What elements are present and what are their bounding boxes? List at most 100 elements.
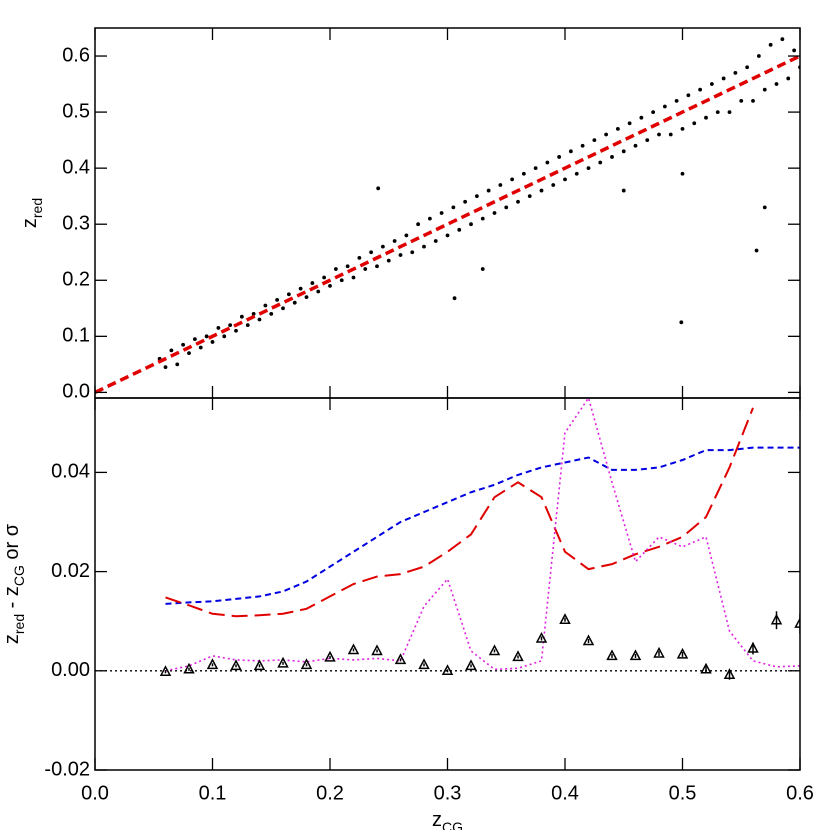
scatter-point — [222, 334, 227, 339]
y-tick-label: 0.3 — [62, 212, 90, 234]
y-axis-label-part: z — [1, 634, 23, 644]
scatter-point — [357, 255, 362, 260]
scatter-point — [427, 216, 432, 221]
scatter-point — [551, 183, 556, 187]
scatter-point — [452, 296, 457, 301]
scatter-point — [510, 177, 515, 182]
scatter-point — [245, 323, 250, 328]
scatter-point — [539, 188, 544, 193]
series-line — [165, 407, 754, 618]
scatter-point — [451, 205, 456, 210]
scatter-point — [228, 323, 233, 328]
triangle-marker — [582, 634, 595, 646]
scatter-point — [269, 312, 274, 316]
triangle-marker — [676, 647, 689, 659]
x-tick-label: 0.5 — [669, 782, 697, 804]
triangle-marker — [371, 644, 383, 656]
scatter-point — [281, 306, 285, 311]
y-tick-label: 0.1 — [62, 325, 90, 347]
scatter-point — [375, 264, 379, 269]
scatter-point — [422, 244, 426, 249]
scatter-point — [739, 98, 744, 103]
scatter-point — [498, 183, 503, 187]
scatter-point — [463, 199, 468, 204]
scatter-point — [380, 244, 385, 249]
scatter-point — [286, 292, 291, 297]
scatter-point — [351, 275, 356, 280]
scatter-point — [686, 93, 691, 98]
y-tick-label: 0.02 — [51, 560, 90, 582]
scatter-point — [504, 205, 509, 210]
y-axis-label-part: - z — [1, 586, 23, 614]
scatter-point — [604, 132, 609, 137]
triangle-marker — [747, 641, 759, 653]
y-tick-label: 0.4 — [62, 156, 90, 178]
scatter-point — [298, 286, 303, 291]
scatter-point — [645, 138, 650, 143]
scatter-point — [410, 250, 415, 255]
plot-area — [95, 398, 800, 680]
scatter-point — [386, 258, 391, 263]
triangle-marker — [559, 613, 571, 624]
scatter-point — [163, 365, 168, 370]
scatter-point — [239, 314, 244, 319]
scatter-point — [457, 227, 462, 232]
scatter-point — [527, 194, 532, 199]
scatter-point — [786, 76, 791, 81]
scatter-point — [216, 326, 221, 330]
scatter-point — [263, 303, 268, 308]
triangle-marker — [206, 658, 219, 670]
triangle-marker — [794, 617, 800, 628]
triangle-marker — [300, 658, 313, 670]
scatter-point — [679, 320, 684, 325]
scatter-point — [257, 317, 262, 322]
x-axis-label-part: CG — [442, 819, 463, 830]
x-axis-label-part: z — [432, 809, 442, 830]
triangle-marker — [653, 646, 665, 658]
scatter-point — [486, 188, 491, 193]
y-axis-label: zred - zCG or σ — [1, 523, 27, 644]
scatter-point — [692, 121, 697, 126]
triangle-marker — [159, 665, 172, 677]
x-tick-label: 0.1 — [199, 782, 227, 804]
scatter-point — [621, 149, 626, 154]
scatter-point — [721, 76, 726, 81]
scatter-point — [198, 345, 203, 350]
x-tick-label: 0.0 — [81, 782, 109, 804]
y-tick-label: 0.00 — [51, 659, 90, 681]
scatter-point — [657, 132, 661, 137]
scatter-point — [615, 127, 620, 131]
scatter-point — [621, 188, 626, 193]
scatter-point — [469, 222, 473, 227]
scatter-point — [292, 300, 297, 305]
x-tick-label: 0.3 — [434, 782, 462, 804]
y-tick-label: 0.5 — [62, 100, 90, 122]
series-line — [165, 398, 800, 672]
triangle-marker — [277, 656, 289, 668]
scatter-point — [780, 37, 785, 42]
scatter-point — [580, 143, 585, 148]
triangle-marker — [183, 662, 195, 674]
scatter-point — [586, 166, 591, 171]
x-tick-label: 0.4 — [551, 782, 579, 804]
y-axis-label-part: z — [19, 218, 41, 228]
y-axis-label-part: or σ — [1, 523, 23, 565]
scatter-point — [251, 312, 256, 316]
scatter-point — [651, 110, 656, 114]
scatter-point — [533, 166, 538, 171]
triangle-marker — [770, 613, 783, 625]
x-tick-label: 0.2 — [316, 782, 344, 804]
y-tick-label: 0.0 — [62, 381, 90, 403]
triangle-marker — [465, 659, 477, 671]
scatter-point — [480, 216, 485, 221]
scatter-point — [762, 87, 767, 92]
scatter-point — [328, 283, 332, 288]
y-tick-label: 0.04 — [51, 461, 90, 483]
scatter-point — [398, 253, 403, 257]
triangle-marker — [606, 649, 618, 661]
scatter-point — [733, 70, 738, 75]
y-tick-label: -0.02 — [44, 758, 90, 780]
scatter-point — [698, 87, 703, 92]
scatter-point — [480, 267, 485, 271]
